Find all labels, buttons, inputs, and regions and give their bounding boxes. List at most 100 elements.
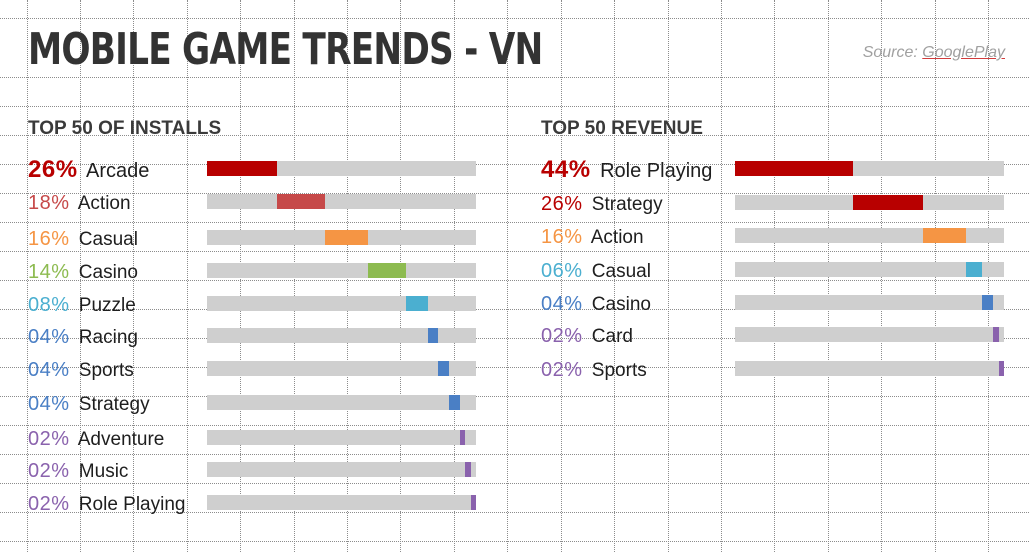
revenue-value-label: 44% (541, 156, 591, 183)
installs-bar (459, 430, 466, 445)
installs-bar-track (207, 194, 476, 209)
installs-bar (449, 395, 460, 410)
revenue-bar-track (735, 161, 1004, 176)
revenue-heading: TOP 50 REVENUE (541, 118, 703, 139)
installs-bar (207, 161, 277, 176)
installs-bar (470, 495, 476, 510)
installs-value-label: 04% (28, 326, 70, 348)
revenue-value-label: 02% (541, 359, 583, 381)
page-title: MOBILE GAME TRENDS - VN (28, 24, 543, 75)
revenue-bar-track (735, 228, 1004, 243)
revenue-category-label: Casual (586, 261, 651, 282)
installs-bar (406, 296, 428, 311)
revenue-bar-track (735, 262, 1004, 277)
grid-line-h (0, 251, 1029, 252)
installs-label: 02% Adventure (28, 426, 164, 454)
grid-line-h (0, 483, 1029, 484)
installs-category-label: Role Playing (73, 494, 186, 515)
revenue-label: 44% Role Playing (541, 157, 712, 186)
grid-line-v (561, 0, 562, 552)
installs-label: 18% Action (28, 190, 131, 218)
installs-heading: TOP 50 OF INSTALLS (28, 118, 222, 139)
revenue-category-label: Casino (586, 294, 651, 315)
installs-value-label: 08% (28, 294, 70, 316)
installs-bar-track (207, 230, 476, 245)
grid-line-h (0, 309, 1029, 310)
grid-line-h (0, 425, 1029, 426)
revenue-bar (982, 295, 994, 310)
installs-value-label: 14% (28, 261, 70, 283)
installs-value-label: 26% (28, 156, 78, 183)
installs-category-label: Strategy (73, 394, 150, 415)
grid-line-h (0, 541, 1029, 542)
grid-line-v (614, 0, 615, 552)
source-prefix: Source: (862, 44, 923, 61)
revenue-bar (993, 327, 999, 342)
installs-category-label: Casual (73, 229, 138, 250)
installs-bar (276, 194, 326, 209)
installs-label: 04% Sports (28, 357, 134, 385)
revenue-category-label: Sports (586, 360, 647, 381)
installs-category-label: Action (73, 193, 131, 214)
revenue-label: 02% Card (541, 323, 633, 351)
grid-line-h (0, 512, 1029, 513)
grid-line-h (0, 18, 1029, 19)
grid-line-h (0, 222, 1029, 223)
installs-value-label: 02% (28, 428, 70, 450)
grid-line-v (133, 0, 134, 552)
installs-value-label: 18% (28, 192, 70, 214)
revenue-value-label: 26% (541, 193, 583, 215)
grid-line-h (0, 454, 1029, 455)
revenue-bar-track (735, 327, 1004, 342)
installs-label: 02% Music (28, 458, 128, 486)
source-link[interactable]: GooglePlay (922, 44, 1005, 61)
grid-line-v (668, 0, 669, 552)
installs-label: 08% Puzzle (28, 292, 136, 320)
installs-bar-track (207, 361, 476, 376)
grid-line-h (0, 280, 1029, 281)
grid-line-v (187, 0, 188, 552)
revenue-bar-track (735, 361, 1004, 376)
installs-label: 02% Role Playing (28, 491, 185, 519)
installs-label: 16% Casual (28, 226, 138, 254)
installs-bar-track (207, 328, 476, 343)
installs-bar-track (207, 263, 476, 278)
revenue-category-label: Role Playing (594, 160, 713, 182)
grid-line-v (721, 0, 722, 552)
installs-category-label: Casino (73, 262, 138, 283)
installs-label: 04% Strategy (28, 391, 150, 419)
revenue-bar (998, 361, 1004, 376)
revenue-category-label: Card (586, 326, 633, 347)
installs-bar (465, 462, 471, 477)
revenue-bar (966, 262, 983, 277)
grid-line-h (0, 135, 1029, 136)
installs-bar (368, 263, 407, 278)
installs-bar-track (207, 495, 476, 510)
installs-bar-track (207, 462, 476, 477)
installs-value-label: 02% (28, 493, 70, 515)
installs-category-label: Sports (73, 360, 134, 381)
revenue-value-label: 16% (541, 226, 583, 248)
revenue-label: 16% Action (541, 224, 644, 252)
installs-bar-track (207, 296, 476, 311)
installs-category-label: Racing (73, 327, 138, 348)
grid-line-h (0, 367, 1029, 368)
grid-line-h (0, 164, 1029, 165)
grid-line-v (27, 0, 28, 552)
revenue-bar (735, 161, 854, 176)
installs-value-label: 04% (28, 359, 70, 381)
revenue-bar-track (735, 295, 1004, 310)
source-credit: Source: GooglePlay (863, 44, 1005, 62)
revenue-bar-track (735, 195, 1004, 210)
installs-bar-track (207, 430, 476, 445)
installs-value-label: 16% (28, 228, 70, 250)
grid-line-h (0, 193, 1029, 194)
revenue-category-label: Strategy (586, 194, 663, 215)
revenue-value-label: 02% (541, 325, 583, 347)
revenue-value-label: 06% (541, 260, 583, 282)
installs-category-label: Adventure (73, 429, 165, 450)
installs-bar (325, 230, 369, 245)
revenue-category-label: Action (586, 227, 644, 248)
installs-value-label: 02% (28, 460, 70, 482)
installs-label: 26% Arcade (28, 157, 149, 186)
